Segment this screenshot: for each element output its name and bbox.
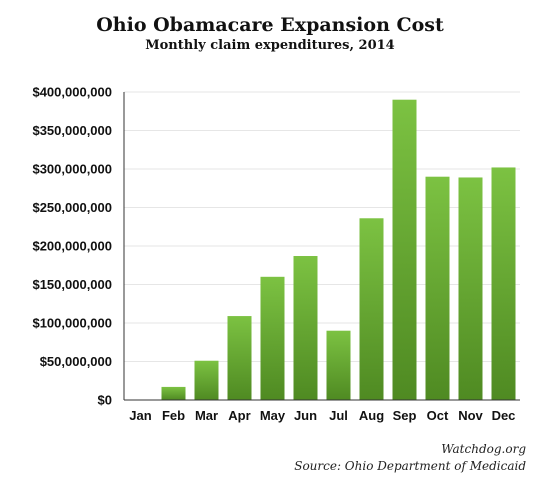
y-tick-label: $100,000,000: [32, 316, 112, 331]
x-axis-ticks: Jan Feb Mar Apr May Jun Jul Aug Sep Oct Nov Dec: [129, 408, 515, 423]
y-tick-label: $50,000,000: [40, 354, 112, 369]
x-tick-label: Jul: [329, 408, 348, 423]
bar-sep: [392, 99, 417, 400]
bar-dec: [491, 167, 516, 400]
x-tick-label: Apr: [228, 408, 250, 423]
gridlines: [124, 91, 520, 362]
y-tick-label: $250,000,000: [32, 200, 112, 215]
bar-may: [260, 276, 285, 400]
x-tick-label: Jan: [129, 408, 151, 423]
x-tick-label: May: [260, 408, 286, 423]
x-tick-label: Aug: [359, 408, 384, 423]
bar-oct: [425, 176, 450, 400]
bar-aug: [359, 218, 384, 400]
bar-mar: [194, 360, 219, 400]
x-tick-label: Dec: [492, 408, 516, 423]
y-tick-label: $200,000,000: [32, 239, 112, 254]
chart-subtitle: Monthly claim expenditures, 2014: [145, 38, 395, 53]
x-tick-label: Oct: [427, 408, 449, 423]
axes: [123, 92, 520, 401]
chart-title: Ohio Obamacare Expansion Cost: [96, 14, 444, 36]
bar-jun: [293, 256, 318, 400]
credit-source: Source: Ohio Department of Medicaid: [294, 459, 526, 473]
credit-site: Watchdog.org: [441, 442, 526, 456]
y-axis-ticks: $0 $50,000,000 $100,000,000 $150,000,000 $20…: [32, 85, 112, 408]
bar-nov: [458, 177, 483, 400]
y-tick-label: $400,000,000: [32, 85, 112, 100]
x-tick-label: Feb: [162, 408, 185, 423]
x-tick-label: Sep: [393, 408, 417, 423]
y-tick-label: $350,000,000: [32, 123, 112, 138]
x-tick-label: Mar: [195, 408, 218, 423]
x-tick-label: Nov: [458, 408, 483, 423]
y-tick-label: $300,000,000: [32, 162, 112, 177]
x-tick-label: Jun: [294, 408, 317, 423]
y-tick-label: $150,000,000: [32, 277, 112, 292]
bar-jul: [326, 330, 351, 400]
bars: [161, 99, 516, 400]
bar-feb: [161, 386, 186, 400]
bar-apr: [227, 316, 252, 400]
y-tick-label: $0: [98, 393, 112, 408]
